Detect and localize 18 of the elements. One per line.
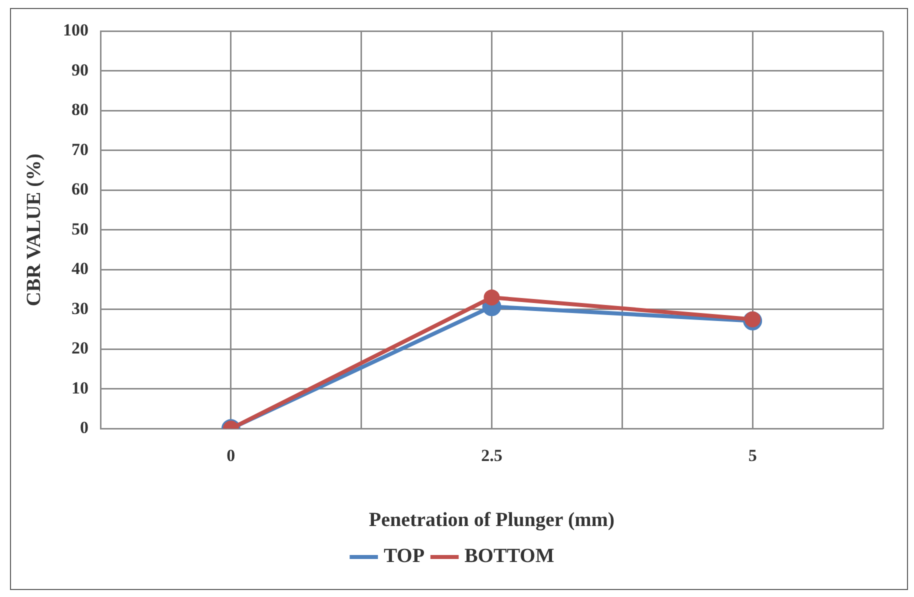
legend-label: TOP xyxy=(384,545,425,568)
x-tick-label: 0 xyxy=(226,446,236,466)
x-tick-label: 2.5 xyxy=(481,446,502,466)
y-tick-label: 0 xyxy=(80,418,88,437)
legend-label: BOTTOM xyxy=(464,545,554,568)
y-tick-label: 80 xyxy=(72,100,88,120)
y-tick-label: 40 xyxy=(72,259,88,278)
y-tick-label: 30 xyxy=(72,298,88,318)
y-tick-label: 90 xyxy=(72,60,88,80)
y-axis-title: CBR VALUE (%) xyxy=(23,154,46,306)
y-tick-label: 10 xyxy=(72,378,88,398)
y-tick-label: 100 xyxy=(63,20,88,40)
y-tick-label: 20 xyxy=(72,338,88,358)
y-tick-label: 60 xyxy=(72,180,88,199)
x-tick-label: 5 xyxy=(748,446,757,466)
y-tick-label: 70 xyxy=(72,140,88,159)
y-tick-label: 50 xyxy=(72,219,88,238)
x-axis-title: Penetration of Plunger (mm) xyxy=(368,509,615,532)
